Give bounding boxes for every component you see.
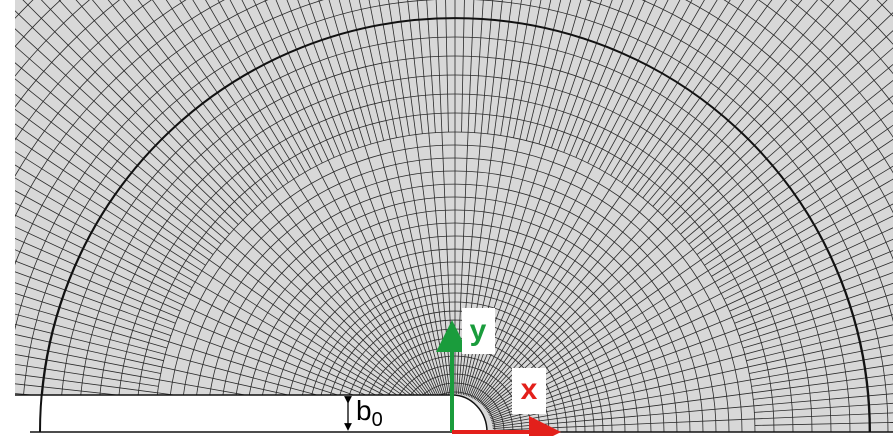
mesh-line xyxy=(0,393,417,431)
y-label: y xyxy=(470,314,487,347)
b-text: b xyxy=(356,395,372,426)
x-label: x xyxy=(521,373,538,406)
b-subscript: 0 xyxy=(372,409,383,431)
mesh-line xyxy=(0,412,155,425)
page: b0 y x (() => { const data = JSON.parse(… xyxy=(0,0,893,436)
b0-label: b0 xyxy=(356,395,383,431)
mesh-diagram: b0 y x xyxy=(0,0,893,436)
